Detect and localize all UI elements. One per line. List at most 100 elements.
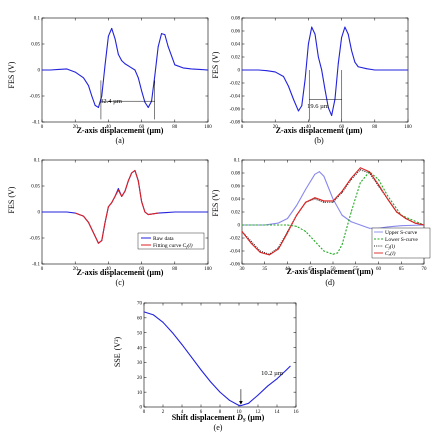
data-point-d-1 (341, 244, 343, 245)
legend-c: Raw data Fitting curve Cf(l) (137, 232, 205, 250)
ytick-label-b: 0 (238, 69, 241, 74)
data-point-d-2 (314, 198, 316, 200)
data-point-d-1 (305, 231, 307, 232)
data-point-b-0 (266, 70, 268, 72)
ytick-label-a: 0.1 (34, 17, 41, 22)
ytick-label-e: 50 (137, 331, 143, 336)
ytick-label-e: 40 (137, 346, 143, 351)
xtick-label-a: 100 (204, 125, 212, 130)
data-point-d-0 (314, 173, 316, 175)
data-point-d-1 (359, 182, 361, 184)
data-point-e-0 (267, 385, 268, 387)
ytick-label-b: 0.06 (231, 30, 240, 35)
data-point-e-0 (240, 405, 242, 407)
xtick-label-c: 20 (73, 267, 79, 272)
ylabel-a: FES (V) (7, 61, 16, 88)
data-point-d-3 (359, 167, 361, 169)
data-point-b-0 (241, 69, 243, 71)
ytick-label-e: 20 (137, 376, 143, 381)
xtick-label-c: 60 (139, 267, 145, 272)
data-point-d-0 (318, 171, 320, 173)
series-line-e-0 (143, 311, 291, 407)
data-point-b-0 (331, 115, 333, 116)
data-point-a-0 (88, 85, 89, 87)
caption-a: (a) (116, 136, 125, 145)
data-point-b-0 (351, 50, 353, 51)
data-point-b-0 (357, 66, 359, 68)
ytick-label-d: 0 (238, 224, 241, 229)
data-point-d-0 (387, 226, 389, 228)
data-point-d-2 (332, 201, 334, 203)
data-point-d-1 (287, 224, 288, 226)
data-point-c-1 (93, 232, 94, 234)
data-point-c-0 (41, 211, 43, 213)
xtick-label-d: 40 (285, 267, 291, 272)
data-point-c-1 (74, 212, 76, 214)
ylabel-c: FES (V) (7, 186, 16, 213)
ytick-label-c: -0.05 (30, 237, 41, 242)
xtick-label-d: 70 (422, 267, 428, 272)
xtick-label-e: 2 (162, 410, 165, 415)
data-point-d-2 (341, 192, 343, 193)
xtick-label-d: 50 (331, 267, 337, 272)
xtick-label-b: 80 (372, 125, 378, 130)
data-point-b-0 (283, 76, 284, 77)
data-point-d-0 (287, 218, 288, 219)
data-point-d-1 (323, 250, 325, 252)
data-point-a-0 (164, 34, 166, 36)
data-point-a-0 (111, 27, 113, 29)
panel-a: 0 20 40 60 80 100 -0.1 -0.05 0 0.05 0.1 (30, 17, 213, 130)
data-point-d-3 (259, 251, 261, 253)
data-point-e-0 (172, 332, 173, 334)
xtick-label-d: 35 (262, 267, 268, 272)
data-point-e-0 (238, 405, 240, 406)
data-point-a-0 (97, 106, 99, 108)
ytick-label-d: 0.02 (231, 211, 240, 216)
xtick-label-d: 30 (240, 267, 246, 272)
data-point-c-0 (182, 211, 184, 213)
xtick-label-d: 65 (399, 267, 405, 272)
xtick-label-c: 40 (106, 267, 112, 272)
data-point-e-0 (229, 399, 230, 401)
data-point-d-1 (378, 179, 379, 180)
data-point-d-1 (387, 195, 389, 197)
data-point-d-3 (250, 242, 252, 244)
data-point-c-0 (166, 212, 167, 213)
data-point-b-0 (301, 105, 303, 107)
series-line-d-1 (242, 171, 425, 255)
data-point-d-3 (241, 231, 243, 232)
xlabel-a: Z-axis displacement (µm) (77, 126, 164, 135)
data-point-d-0 (332, 198, 334, 200)
data-point-d-1 (332, 253, 334, 255)
plot-area-a (41, 17, 209, 123)
legend-d-cf-label: Cf(l) (385, 243, 395, 250)
ytick-label-a: 0 (38, 69, 41, 74)
data-point-a-0 (121, 60, 123, 62)
data-point-c-1 (124, 190, 126, 192)
data-point-b-0 (293, 98, 294, 100)
data-point-d-3 (332, 200, 334, 202)
legend-d-cr-label: Cr(l) (385, 250, 396, 257)
ylabel-d: FES (V) (211, 189, 220, 216)
series-line-d-2 (241, 169, 425, 255)
data-point-d-0 (323, 175, 325, 177)
xtick-label-c: 0 (41, 267, 44, 272)
data-point-e-0 (248, 402, 249, 404)
xlabel-c: Z-axis displacement (µm) (77, 268, 164, 277)
data-point-a-0 (58, 69, 60, 70)
data-point-c-1 (104, 221, 106, 223)
data-point-b-0 (258, 69, 260, 71)
legend-d-lower-label: Lower S-curve (385, 237, 418, 243)
data-point-a-0 (134, 69, 136, 71)
data-point-a-0 (182, 67, 184, 69)
data-point-d-1 (314, 240, 316, 242)
data-point-c-0 (58, 211, 60, 213)
data-point-b-0 (344, 26, 346, 28)
xtick-label-d: 45 (308, 267, 314, 272)
data-point-d-0 (277, 222, 279, 224)
data-point-b-0 (249, 69, 251, 71)
ytick-label-b: 0.04 (231, 43, 240, 48)
data-point-a-0 (154, 74, 156, 76)
data-point-b-0 (337, 63, 339, 64)
